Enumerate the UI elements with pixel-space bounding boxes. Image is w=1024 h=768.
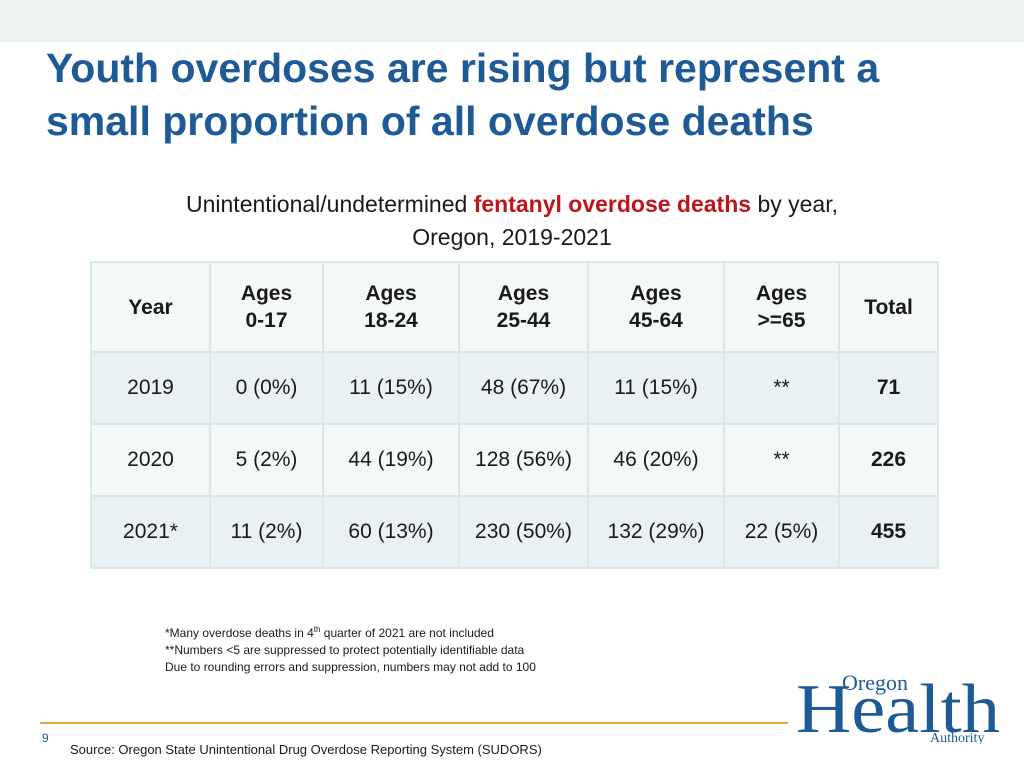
logo-word-health: Health (796, 671, 1000, 744)
top-band (0, 0, 1024, 42)
table-header-row: Year Ages 0-17 Ages 18-24 Ages 25-44 Ages 45… (90, 261, 939, 353)
slide-title: Youth overdoses are rising but represent… (46, 45, 880, 144)
cell-ages-25-44: 230 (50%) (458, 495, 589, 569)
cell-ages-65-plus: 22 (5%) (723, 495, 840, 569)
cell-ages-45-64: 11 (15%) (587, 351, 725, 425)
header-year: Year (90, 261, 211, 353)
logo-word-oregon: Oregon (842, 670, 908, 695)
cell-year: 2021* (90, 495, 211, 569)
table-row: 2021* 11 (2%) 60 (13%) 230 (50%) 132 (29… (90, 495, 939, 569)
cell-ages-18-24: 60 (13%) (322, 495, 460, 569)
header-ages-25-44: Ages 25-44 (458, 261, 589, 353)
cell-ages-45-64: 132 (29%) (587, 495, 725, 569)
oregon-health-authority-logo: Oregon Health Authority (796, 670, 1000, 744)
cell-ages-0-17: 11 (2%) (209, 495, 324, 569)
footnotes: *Many overdose deaths in 4th quarter of … (165, 625, 536, 676)
source-note: Source: Oregon State Unintentional Drug … (70, 742, 542, 757)
header-ages-65-plus: Ages >=65 (723, 261, 840, 353)
caption-suffix: by year, (751, 191, 838, 217)
page-number: 9 (42, 731, 49, 745)
header-ages-45-64: Ages 45-64 (587, 261, 725, 353)
logo-word-authority: Authority (930, 731, 984, 744)
cell-year: 2019 (90, 351, 211, 425)
header-total: Total (838, 261, 939, 353)
caption-prefix: Unintentional/undetermined (186, 191, 474, 217)
cell-total: 455 (838, 495, 939, 569)
header-ages-0-17: Ages 0-17 (209, 261, 324, 353)
cell-ages-25-44: 48 (67%) (458, 351, 589, 425)
cell-ages-0-17: 5 (2%) (209, 423, 324, 497)
cell-total: 71 (838, 351, 939, 425)
table-caption: Unintentional/undetermined fentanyl over… (100, 188, 924, 254)
footnote-suppression: **Numbers <5 are suppressed to protect p… (165, 643, 525, 657)
table-row: 2020 5 (2%) 44 (19%) 128 (56%) 46 (20%) … (90, 423, 939, 497)
footer-divider (40, 722, 788, 724)
footnote-rounding: Due to rounding errors and suppression, … (165, 660, 536, 674)
overdose-table: Year Ages 0-17 Ages 18-24 Ages 25-44 Ages 45… (90, 261, 939, 569)
table-row: 2019 0 (0%) 11 (15%) 48 (67%) 11 (15%) *… (90, 351, 939, 425)
caption-line2: Oregon, 2019-2021 (412, 224, 612, 250)
cell-ages-65-plus: ** (723, 351, 840, 425)
cell-ages-18-24: 44 (19%) (322, 423, 460, 497)
cell-ages-18-24: 11 (15%) (322, 351, 460, 425)
cell-ages-0-17: 0 (0%) (209, 351, 324, 425)
cell-year: 2020 (90, 423, 211, 497)
header-ages-18-24: Ages 18-24 (322, 261, 460, 353)
cell-ages-25-44: 128 (56%) (458, 423, 589, 497)
cell-ages-65-plus: ** (723, 423, 840, 497)
cell-total: 226 (838, 423, 939, 497)
caption-highlight: fentanyl overdose deaths (473, 191, 752, 217)
cell-ages-45-64: 46 (20%) (587, 423, 725, 497)
footnote-quarter: *Many overdose deaths in 4th quarter of … (165, 625, 494, 641)
